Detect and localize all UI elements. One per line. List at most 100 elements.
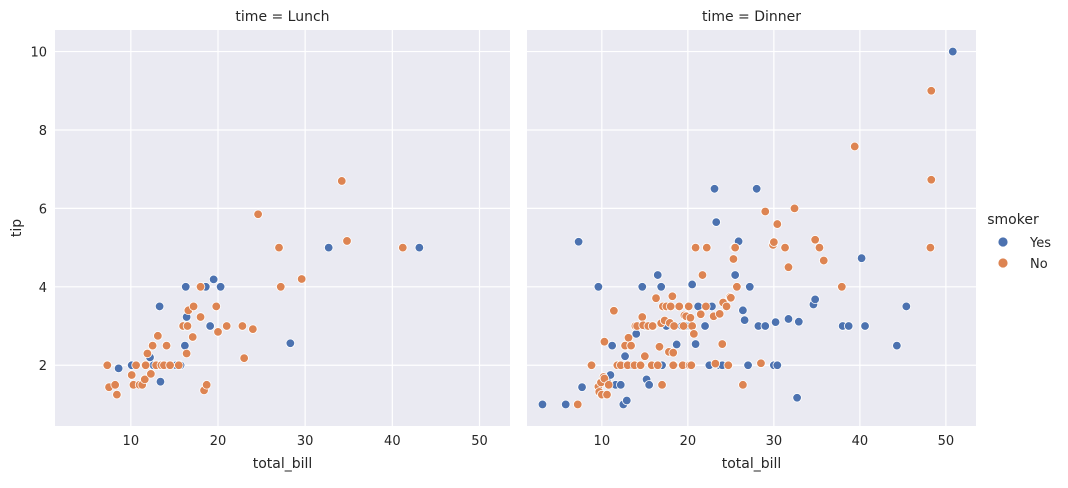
y-tick-label: 8 xyxy=(39,124,47,139)
data-point xyxy=(131,360,141,370)
x-tick-label: 20 xyxy=(210,434,227,449)
panels-group: 10 20 30 40 50 2 4 6 8 10 tip total_bill time = Lunc… xyxy=(9,9,976,472)
data-point xyxy=(165,360,175,370)
data-point xyxy=(215,282,226,292)
x-tick-label: 40 xyxy=(852,434,869,449)
data-point xyxy=(667,291,678,301)
data-point xyxy=(668,347,678,358)
data-point xyxy=(783,262,794,272)
data-point xyxy=(620,351,630,361)
data-point xyxy=(856,253,867,263)
data-point xyxy=(182,321,193,331)
data-point xyxy=(792,393,802,403)
panel-title: time = Dinner xyxy=(702,9,801,25)
data-point xyxy=(561,399,571,410)
data-point xyxy=(537,399,548,410)
data-point xyxy=(743,360,753,370)
data-point xyxy=(726,293,736,303)
data-point xyxy=(180,340,190,351)
data-point xyxy=(732,282,742,292)
data-point xyxy=(208,274,219,285)
data-point xyxy=(653,270,663,280)
data-point xyxy=(892,340,902,351)
x-tick-label: 40 xyxy=(384,434,401,449)
data-point xyxy=(668,360,678,370)
legend-marker xyxy=(997,236,1009,248)
x-tick-label: 30 xyxy=(297,434,314,449)
legend-marker xyxy=(997,257,1009,269)
data-point xyxy=(623,333,634,343)
data-point xyxy=(693,301,703,312)
data-point xyxy=(181,282,191,292)
data-point xyxy=(948,46,958,57)
data-point xyxy=(685,313,696,323)
data-point xyxy=(237,321,248,331)
data-point xyxy=(110,380,120,390)
data-point xyxy=(205,321,215,331)
data-point xyxy=(723,360,733,370)
x-tick-label: 30 xyxy=(766,434,783,449)
data-point xyxy=(195,282,206,292)
data-point xyxy=(684,301,694,312)
data-point xyxy=(274,242,284,253)
data-point xyxy=(700,321,710,331)
data-point xyxy=(607,340,617,351)
data-point xyxy=(671,339,682,350)
series-no xyxy=(102,176,408,400)
data-point xyxy=(140,360,151,370)
data-point xyxy=(654,342,665,352)
data-point xyxy=(717,339,727,349)
x-tick-label: 10 xyxy=(594,434,611,449)
data-point xyxy=(814,242,825,253)
data-point xyxy=(102,360,112,370)
data-point xyxy=(154,301,165,312)
data-point xyxy=(687,279,697,290)
data-point xyxy=(188,301,199,312)
data-point xyxy=(794,317,804,327)
data-point xyxy=(127,370,137,380)
data-point xyxy=(577,382,587,392)
data-point xyxy=(657,380,667,390)
data-point xyxy=(901,301,912,312)
data-point xyxy=(696,309,706,319)
data-point xyxy=(769,237,779,247)
data-point xyxy=(697,270,708,280)
legend-title: smoker xyxy=(987,212,1039,228)
data-point xyxy=(810,235,820,245)
data-point xyxy=(146,369,156,379)
data-point xyxy=(789,203,800,214)
data-point xyxy=(728,254,739,264)
data-point xyxy=(738,380,748,390)
data-point xyxy=(714,309,725,319)
x-tick-label: 50 xyxy=(938,434,955,449)
data-point xyxy=(637,312,647,322)
data-point xyxy=(770,317,781,327)
y-axis-label: tip xyxy=(9,219,25,237)
data-point xyxy=(756,358,766,368)
data-point xyxy=(573,237,584,247)
data-point xyxy=(669,321,679,331)
data-point xyxy=(644,380,654,390)
x-tick-label: 20 xyxy=(680,434,697,449)
data-point xyxy=(925,242,936,253)
data-point xyxy=(730,242,740,253)
y-tick-label: 10 xyxy=(30,46,47,61)
panel-title: time = Lunch xyxy=(235,9,329,25)
data-point xyxy=(285,338,296,348)
data-point xyxy=(674,301,684,312)
data-point xyxy=(730,270,740,280)
data-point xyxy=(147,340,158,351)
data-point xyxy=(701,301,711,312)
panel-background xyxy=(55,30,510,426)
data-point xyxy=(843,321,854,331)
data-point xyxy=(174,360,184,370)
data-point xyxy=(783,314,794,324)
legend-label: Yes xyxy=(1029,236,1051,251)
data-point xyxy=(112,389,122,400)
data-point xyxy=(140,374,150,385)
data-point xyxy=(780,242,790,253)
data-point xyxy=(296,274,307,284)
x-tick-label: 10 xyxy=(123,434,140,449)
data-point xyxy=(689,329,699,339)
data-point xyxy=(710,358,721,369)
